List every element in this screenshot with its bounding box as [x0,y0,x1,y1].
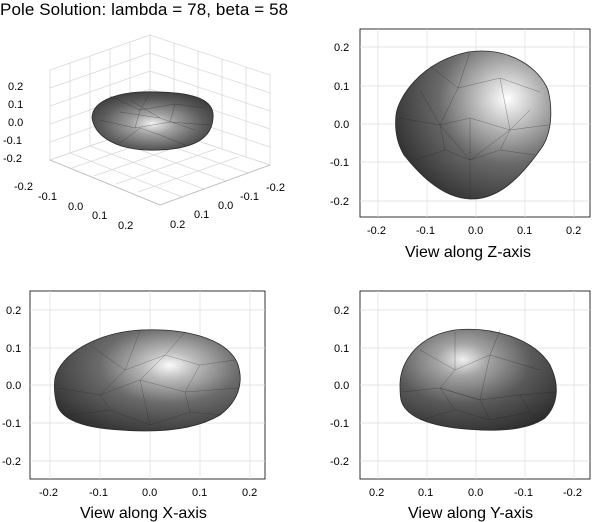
x-view-panel: 0.2 0.1 0.0 -0.1 -0.2 -0.2 -0.1 0.0 0.1 … [2,290,266,522]
x-ytick-3: -0.1 [2,418,21,430]
x-ytick-1: 0.1 [6,343,21,355]
iso-ytick-1: -0.1 [240,191,259,203]
iso-ytick-2: 0.0 [218,200,233,212]
z-ytick-4: -0.2 [330,196,349,208]
y-view-shape-body [399,328,557,431]
x-ytick-4: -0.2 [2,456,21,468]
y-view-panel: 0.2 0.1 0.0 -0.1 -0.2 0.2 0.1 0.0 -0.1 -… [330,290,591,522]
x-xtick-2: 0.0 [142,487,157,499]
z-ytick-2: 0.0 [334,119,349,131]
x-view-xlabel: View along X-axis [80,505,207,522]
y-xtick-2: 0.0 [468,487,483,499]
z-view-panel: 0.2 0.1 0.0 -0.1 -0.2 -0.2 -0.1 0.0 0.1 … [330,28,591,261]
iso-shape-body [91,91,214,151]
iso-xtick-1: -0.1 [38,191,57,203]
z-xtick-3: 0.1 [517,225,532,237]
y-ytick-2: 0.0 [334,380,349,392]
z-ytick-1: 0.1 [334,81,349,93]
y-ytick-0: 0.2 [334,305,349,317]
x-xtick-1: -0.1 [89,487,108,499]
iso-xtick-2: 0.0 [68,201,83,213]
figure-title: Pole Solution: lambda = 78, beta = 58 [0,0,289,19]
x-xtick-4: 0.2 [242,487,257,499]
y-xtick-4: -0.2 [563,487,582,499]
z-ytick-3: -0.1 [330,157,349,169]
iso-ytick-3: 0.1 [194,209,209,221]
x-xtick-0: -0.2 [39,487,58,499]
z-xtick-4: 0.2 [566,225,581,237]
z-view-xlabel: View along Z-axis [405,244,531,261]
y-xtick-0: 0.2 [369,487,384,499]
y-view-xlabel: View along Y-axis [408,505,533,522]
y-ytick-3: -0.1 [330,418,349,430]
iso-ztick-1: 0.1 [8,99,23,111]
iso-xtick-0: -0.2 [14,181,33,193]
z-ytick-0: 0.2 [334,42,349,54]
y-ytick-1: 0.1 [334,343,349,355]
x-view-shape-body [54,329,241,432]
y-xtick-1: 0.1 [418,487,433,499]
iso-ztick-3: -0.1 [3,135,22,147]
x-ytick-0: 0.2 [6,305,21,317]
x-xtick-3: 0.1 [192,487,207,499]
iso-ztick-0: 0.2 [8,81,23,93]
iso-ztick-4: -0.2 [3,153,22,165]
iso-ytick-0: -0.2 [266,182,285,194]
z-xtick-0: -0.2 [367,225,386,237]
iso-panel: 0.2 0.1 0.0 -0.1 -0.2 -0.2 -0.1 0.0 0.1 … [3,34,285,232]
iso-ztick-2: 0.0 [8,117,23,129]
y-xtick-3: -0.1 [514,487,533,499]
iso-xtick-3: 0.1 [92,210,107,222]
x-ytick-2: 0.0 [6,380,21,392]
y-ytick-4: -0.2 [330,456,349,468]
z-xtick-1: -0.1 [416,225,435,237]
z-xtick-2: 0.0 [468,225,483,237]
z-view-shape-body [395,50,552,200]
iso-ytick-4: 0.2 [170,219,185,231]
iso-xtick-4: 0.2 [118,220,133,232]
